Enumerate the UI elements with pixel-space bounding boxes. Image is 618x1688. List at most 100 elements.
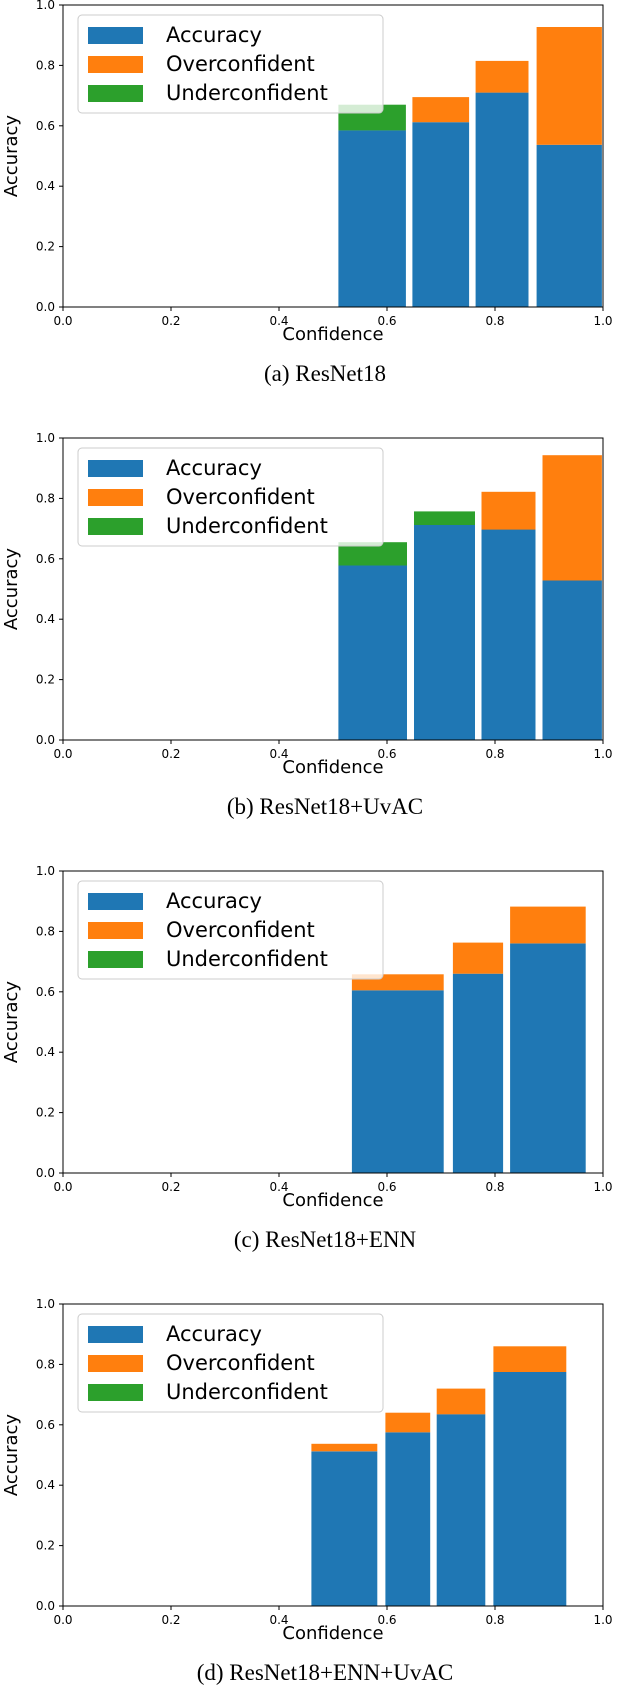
accuracy-bar-4	[493, 1372, 567, 1606]
y-tick-label: 0.6	[36, 119, 55, 133]
x-tick-label: 0.8	[485, 747, 504, 761]
x-tick-label: 1.0	[593, 747, 612, 761]
accuracy-bar-2	[412, 122, 470, 307]
accuracy-bar-1	[311, 1451, 378, 1606]
x-tick-label: 0.6	[377, 747, 396, 761]
legend-label-underconfident: Underconfident	[166, 1380, 328, 1404]
overconfident-bar-3	[510, 906, 586, 944]
legend-label-overconfident: Overconfident	[166, 52, 315, 76]
x-tick-label: 0.2	[161, 747, 180, 761]
overconfident-bar-3	[436, 1388, 486, 1415]
accuracy-bar-1	[351, 990, 444, 1173]
legend: Accuracy Overconfident Underconfident	[77, 447, 384, 547]
y-tick-label: 0.6	[36, 1418, 55, 1432]
plot-frame	[62, 437, 604, 741]
chart-panel-1: 0.0 0.2 0.4 0.6 0.8 1.0 0.0 0.2 0.4 0.6 0.8 1.0 Conf…	[1, 0, 613, 386]
accuracy-bar-1	[338, 130, 406, 307]
x-tick-label: 0.6	[377, 1180, 396, 1194]
legend-swatch-underconfident	[88, 85, 143, 102]
x-axis-label: Confidence	[282, 1190, 383, 1211]
overconfident-bar-2	[412, 97, 470, 123]
underconfident-bar-1	[338, 542, 407, 566]
x-tick-label: 0.8	[485, 1613, 504, 1627]
x-tick-label: 0.8	[485, 1180, 504, 1194]
x-tick-label: 0.8	[485, 314, 504, 328]
legend-label-underconfident: Underconfident	[166, 514, 328, 538]
x-tick-label: 0.6	[377, 1613, 396, 1627]
y-axis-label: Accuracy	[1, 1414, 22, 1497]
legend-box	[77, 1313, 384, 1413]
x-tick-label: 1.0	[593, 1180, 612, 1194]
x-tick-label: 1.0	[593, 1613, 612, 1627]
x-tick-label: 0.4	[269, 1180, 288, 1194]
chart-caption: (a) ResNet18	[264, 361, 386, 386]
legend-label-accuracy: Accuracy	[166, 1322, 262, 1346]
chart-caption: (d) ResNet18+ENN+UvAC	[197, 1660, 454, 1685]
accuracy-bar-3	[510, 943, 586, 1173]
accuracy-bar-4	[536, 144, 602, 307]
chart-panel-3: 0.0 0.2 0.4 0.6 0.8 1.0 0.0 0.2 0.4 0.6 0.8 1.0 Conf…	[1, 864, 613, 1252]
legend: Accuracy Overconfident Underconfident	[77, 880, 384, 980]
legend-swatch-accuracy	[88, 460, 143, 477]
y-tick-label: 0.0	[36, 1599, 55, 1613]
y-tick-label: 0.2	[36, 1539, 55, 1553]
legend-label-overconfident: Overconfident	[166, 1351, 315, 1375]
y-tick-label: 1.0	[36, 431, 55, 445]
y-axis-label: Accuracy	[1, 548, 22, 631]
x-tick-label: 0.0	[53, 1180, 72, 1194]
x-tick-label: 0.0	[53, 1613, 72, 1627]
accuracy-bar-2	[452, 973, 504, 1173]
chart-caption: (c) ResNet18+ENN	[234, 1227, 417, 1252]
legend-label-underconfident: Underconfident	[166, 947, 328, 971]
overconfident-bar-4	[493, 1346, 567, 1372]
x-axis-label: Confidence	[282, 324, 383, 345]
legend-swatch-accuracy	[88, 27, 143, 44]
legend-swatch-underconfident	[88, 518, 143, 535]
overconfident-bar-2	[385, 1412, 431, 1433]
overconfident-bar-1	[311, 1443, 378, 1452]
y-tick-label: 1.0	[36, 0, 55, 12]
x-tick-label: 0.6	[377, 314, 396, 328]
x-tick-label: 0.2	[161, 1180, 180, 1194]
y-tick-label: 0.2	[36, 673, 55, 687]
x-tick-label: 0.4	[269, 1613, 288, 1627]
chart-caption: (b) ResNet18+UvAC	[227, 794, 423, 819]
plot-frame	[62, 1303, 604, 1607]
y-tick-label: 0.0	[36, 1166, 55, 1180]
accuracy-bar-2	[414, 525, 475, 740]
legend-label-overconfident: Overconfident	[166, 485, 315, 509]
overconfident-bar-4	[536, 27, 602, 145]
legend-swatch-overconfident	[88, 1355, 143, 1372]
legend-swatch-underconfident	[88, 951, 143, 968]
y-tick-label: 1.0	[36, 864, 55, 878]
chart-panel-4: 0.0 0.2 0.4 0.6 0.8 1.0 0.0 0.2 0.4 0.6 0.8 1.0 Conf…	[1, 1297, 613, 1685]
y-tick-label: 0.4	[36, 612, 55, 626]
overconfident-bar-3	[481, 491, 536, 530]
legend: Accuracy Overconfident Underconfident	[77, 14, 384, 114]
y-tick-label: 0.2	[36, 1106, 55, 1120]
y-tick-label: 0.6	[36, 552, 55, 566]
plot-frame	[62, 870, 604, 1174]
overconfident-bar-3	[475, 60, 529, 93]
y-tick-label: 0.8	[36, 58, 55, 72]
legend-swatch-underconfident	[88, 1384, 143, 1401]
x-tick-label: 0.4	[269, 314, 288, 328]
y-tick-label: 0.4	[36, 1045, 55, 1059]
legend-box	[77, 880, 384, 980]
x-axis-label: Confidence	[282, 757, 383, 778]
y-tick-label: 0.8	[36, 491, 55, 505]
underconfident-bar-2	[414, 511, 475, 525]
legend-swatch-overconfident	[88, 922, 143, 939]
accuracy-bar-3	[481, 529, 536, 740]
legend-label-accuracy: Accuracy	[166, 889, 262, 913]
overconfident-bar-2	[452, 942, 504, 974]
legend-swatch-overconfident	[88, 56, 143, 73]
legend-label-accuracy: Accuracy	[166, 456, 262, 480]
y-axis-label: Accuracy	[1, 981, 22, 1064]
legend: Accuracy Overconfident Underconfident	[77, 1313, 384, 1413]
legend-swatch-accuracy	[88, 1326, 143, 1343]
y-tick-label: 0.0	[36, 300, 55, 314]
y-tick-label: 0.4	[36, 179, 55, 193]
accuracy-bar-3	[475, 92, 529, 307]
